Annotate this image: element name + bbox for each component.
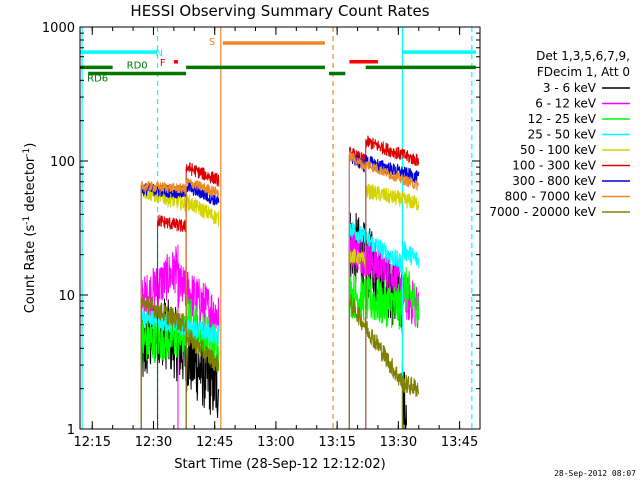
state-label-rd6: RD6 xyxy=(87,73,108,84)
legend-label-8: 7000 - 20000 keV xyxy=(489,205,596,219)
legend-label-3: 25 - 50 keV xyxy=(528,128,597,142)
state-label-s: S xyxy=(209,37,215,48)
x-tick-label-3: 13:00 xyxy=(257,435,294,450)
series-5-segment-1 xyxy=(185,162,220,187)
y-tick-label-2: 100 xyxy=(50,155,75,170)
series-4-segment-0 xyxy=(140,185,187,212)
series-0-segment-3 xyxy=(401,364,407,430)
series-2-segment-0 xyxy=(140,314,187,365)
series-8-segment-2 xyxy=(348,294,403,388)
series-4-segment-1 xyxy=(185,194,220,227)
series-2-segment-2 xyxy=(348,275,403,330)
chart-title: HESSI Observing Summary Count Rates xyxy=(130,2,429,20)
y-axis: 1 10 100 1000 xyxy=(42,21,480,438)
y-axis-label: Count Rate (s-1 detector-1) xyxy=(22,143,38,314)
series-3-segment-2 xyxy=(401,240,420,269)
series-1-segment-1 xyxy=(177,262,220,335)
x-tick-label-6: 13:45 xyxy=(441,435,478,450)
x-tick-label-2: 12:45 xyxy=(196,435,233,450)
y-tick-label-1: 10 xyxy=(58,289,75,304)
legend-label-1: 6 - 12 keV xyxy=(535,97,597,111)
y-tick-label-0: 1 xyxy=(67,423,75,438)
series-3-segment-1 xyxy=(348,221,403,273)
y-tick-label-3: 1000 xyxy=(42,21,75,36)
series-8-segment-3 xyxy=(401,374,420,398)
series-6-segment-3 xyxy=(365,155,420,184)
series-4-segment-2 xyxy=(348,248,367,268)
legend-label-4: 50 - 100 keV xyxy=(520,143,597,157)
series-7-segment-1 xyxy=(185,178,220,198)
series-7-segment-0 xyxy=(140,180,187,194)
series-4-segment-3 xyxy=(365,183,420,211)
state-label-f: F xyxy=(160,58,166,69)
series-8-segment-1 xyxy=(185,328,220,373)
legend-label-7: 800 - 7000 keV xyxy=(505,190,597,204)
series-2-segment-3 xyxy=(401,267,420,328)
series-7-segment-2 xyxy=(348,149,367,172)
x-tick-label-5: 13:30 xyxy=(380,435,417,450)
series-5-segment-0 xyxy=(157,214,187,233)
plot-area: NF S RD0 RD6 xyxy=(80,27,476,430)
series-7-segment-3 xyxy=(365,160,420,191)
series-6-segment-2 xyxy=(348,150,367,173)
legend-header-decimation: FDecim 1, Att 0 xyxy=(537,65,630,79)
legend-label-0: 3 - 6 keV xyxy=(543,81,597,95)
x-tick-label-1: 12:30 xyxy=(135,435,172,450)
x-axis: 12:15 12:30 12:45 13:00 13:15 13:30 13:45 xyxy=(74,27,481,450)
x-tick-label-4: 13:15 xyxy=(318,435,355,450)
x-axis-label: Start Time (28-Sep-12 12:12:02) xyxy=(174,457,385,472)
legend-header-detectors: Det 1,3,5,6,7,9, xyxy=(536,49,630,63)
plot-frame xyxy=(79,26,481,430)
legend-label-5: 100 - 300 keV xyxy=(512,159,596,173)
x-tick-label-0: 12:15 xyxy=(74,435,111,450)
series-8-segment-0 xyxy=(140,295,187,333)
footer-date: 28-Sep-2012 08:07 xyxy=(554,469,636,478)
series-5-segment-3 xyxy=(365,135,420,167)
legend: Det 1,3,5,6,7,9, FDecim 1, Att 0 3 - 6 k… xyxy=(489,49,630,219)
legend-label-2: 12 - 25 keV xyxy=(528,112,597,126)
legend-label-6: 300 - 800 keV xyxy=(512,174,596,188)
series-8 xyxy=(140,294,420,429)
state-label-rd0: RD0 xyxy=(127,60,148,71)
state-label-n: N xyxy=(156,48,163,59)
